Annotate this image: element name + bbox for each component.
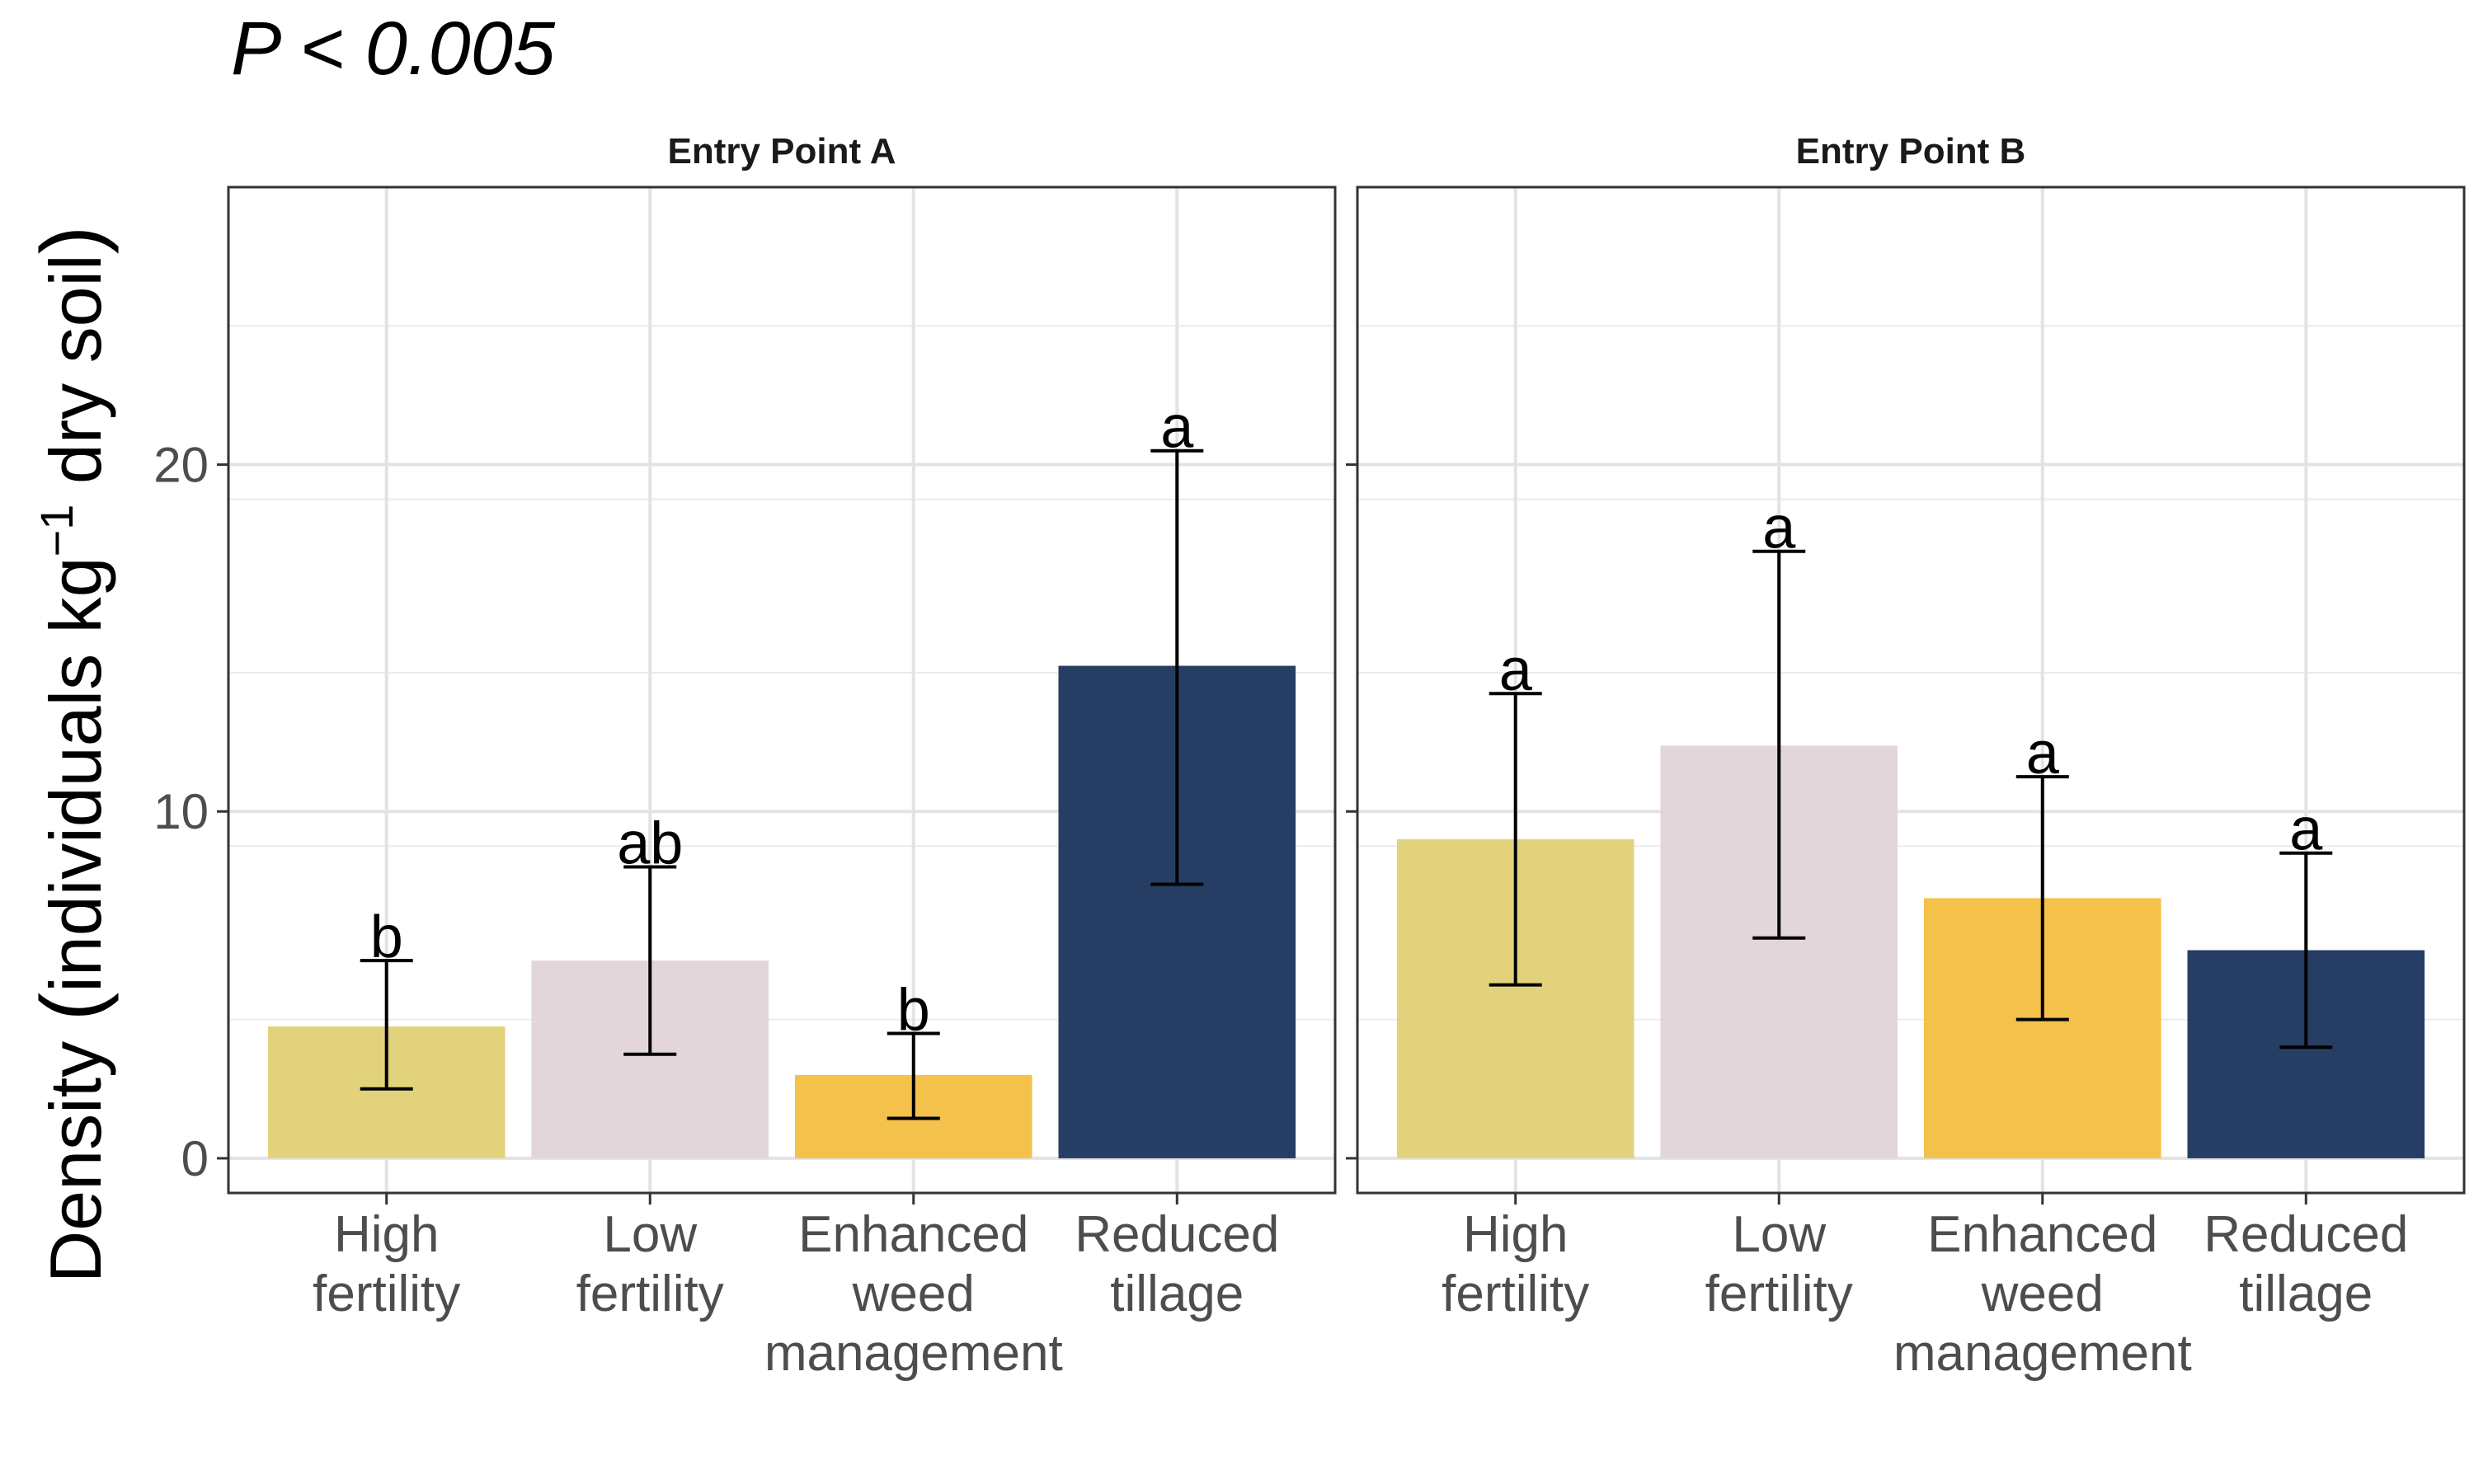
y-tick-label: 10 [153, 784, 209, 839]
y-label-suffix: dry soil [35, 254, 116, 504]
significance-letter: b [897, 977, 930, 1043]
x-tick-label-line: fertility [576, 1266, 724, 1322]
x-tick-label-line: weed [852, 1266, 975, 1322]
y-label-prefix: Density [35, 1021, 116, 1283]
x-tick-label-line: weed [1981, 1266, 2104, 1322]
y-label-open-paren: ( [24, 992, 120, 1021]
x-tick-label-line: Enhanced [798, 1206, 1028, 1263]
x-tick-label: Low fertility [576, 1206, 724, 1322]
x-tick-label-line: Reduced [1075, 1206, 1279, 1263]
x-tick-label-line: Low [603, 1206, 697, 1263]
y-label-close-paren: ) [24, 226, 120, 255]
x-tick-label: Enhanced weed management [764, 1206, 1063, 1382]
y-label-superscript: −1 [31, 505, 82, 557]
y-axis-label: Density (individuals kg−1 dry soil) [24, 226, 120, 1284]
significance-letter: a [1160, 395, 1194, 461]
x-tick-label-line: management [1893, 1325, 2192, 1382]
y-label-main: individuals kg [35, 556, 116, 992]
significance-letter: a [2026, 721, 2060, 787]
x-tick-label-line: Reduced [2204, 1206, 2408, 1263]
x-tick-label-line: fertility [1442, 1266, 1589, 1322]
x-tick-label: Reduced tillage [1075, 1206, 1279, 1322]
chart-title: P < 0.005 [231, 7, 556, 91]
y-tick-label: 0 [181, 1131, 209, 1186]
x-tick-label-line: tillage [1110, 1266, 1244, 1322]
x-tick-label-line: fertility [313, 1266, 460, 1322]
panel-strip-label: Entry Point B [1796, 131, 2026, 171]
x-tick-label-line: tillage [2239, 1266, 2373, 1322]
x-tick-label-line: management [764, 1325, 1063, 1382]
y-tick-label: 20 [153, 438, 209, 493]
panel-border [1356, 186, 2466, 1195]
x-tick-label-line: High [1463, 1206, 1569, 1263]
x-tick-label: Enhanced weed management [1893, 1206, 2192, 1382]
significance-letter: a [2289, 797, 2323, 863]
x-tick-label-line: Enhanced [1927, 1206, 2157, 1263]
x-tick-label-line: Low [1732, 1206, 1826, 1263]
x-tick-label-line: High [334, 1206, 440, 1263]
x-tick-label: Reduced tillage [2204, 1206, 2408, 1322]
x-tick-label-line: fertility [1705, 1266, 1853, 1322]
significance-letter: a [1499, 637, 1533, 703]
x-tick-label: High fertility [1442, 1206, 1589, 1322]
significance-letter: ab [617, 811, 683, 877]
x-tick-label: Low fertility [1705, 1206, 1853, 1322]
panel-border [227, 186, 1337, 1195]
significance-letter: b [370, 904, 403, 970]
panel-strip-label: Entry Point A [667, 131, 896, 171]
significance-letter: a [1762, 495, 1796, 561]
x-tick-label: High fertility [313, 1206, 460, 1322]
